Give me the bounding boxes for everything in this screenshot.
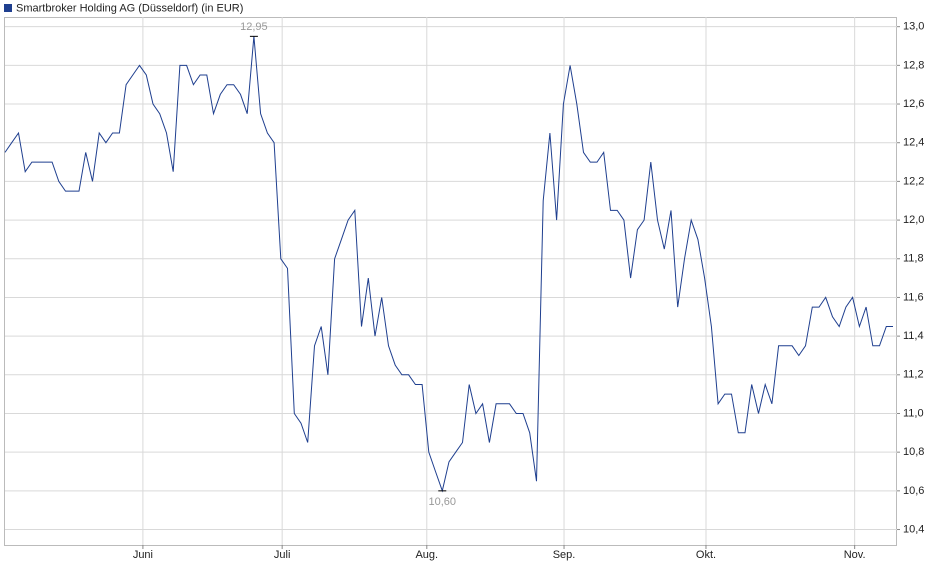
y-tick-label: 10,6: [903, 485, 924, 497]
extreme-label: 10,60: [429, 496, 457, 508]
y-tick-label: 11,2: [903, 369, 924, 381]
price-line: [4, 36, 893, 493]
y-tick-label: 12,0: [903, 214, 924, 226]
y-tick-label: 12,8: [903, 59, 924, 71]
x-tick-label: Juli: [274, 549, 291, 561]
x-tick-label: Juni: [133, 549, 153, 561]
y-tick-label: 10,4: [903, 523, 924, 535]
y-tick-label: 12,6: [903, 98, 924, 110]
extreme-label: 12,95: [240, 21, 268, 33]
y-tick-label: 10,8: [903, 446, 924, 458]
y-tick-label: 11,8: [903, 253, 924, 265]
legend-swatch: [4, 4, 12, 12]
y-tick-label: 12,4: [903, 137, 924, 149]
y-tick-label: 12,2: [903, 175, 924, 187]
y-tick-label: 13,0: [903, 21, 924, 33]
x-tick-label: Aug.: [415, 549, 438, 561]
y-tick-label: 11,0: [903, 407, 924, 419]
legend-label: Smartbroker Holding AG (Düsseldorf) (in …: [16, 2, 243, 14]
y-tick-label: 11,6: [903, 291, 924, 303]
x-tick-label: Sep.: [553, 549, 576, 561]
y-tick-label: 11,4: [903, 330, 924, 342]
plot-frame: [4, 17, 897, 546]
x-tick-label: Okt.: [696, 549, 716, 561]
x-tick-label: Nov.: [844, 549, 866, 561]
